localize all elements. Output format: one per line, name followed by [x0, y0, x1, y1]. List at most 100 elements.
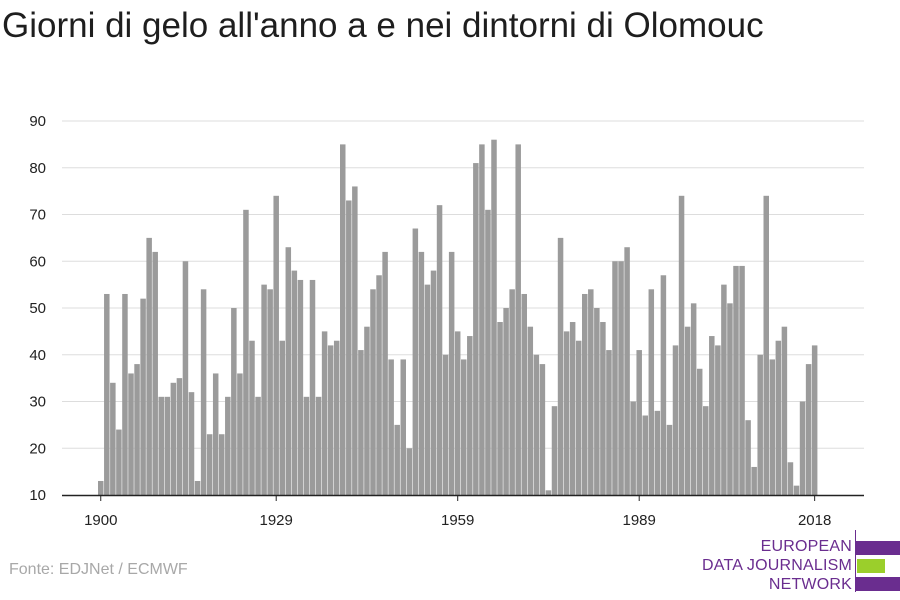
bars: [98, 139, 818, 496]
bar: [575, 340, 582, 495]
logo-bar-purple-top: [856, 541, 900, 555]
bar: [636, 350, 642, 495]
bar: [291, 270, 298, 495]
bar: [110, 382, 116, 495]
bar: [194, 480, 201, 495]
bar: [231, 308, 237, 495]
bar: [303, 396, 310, 495]
bar: [327, 345, 334, 495]
bar: [533, 354, 540, 495]
y-tick-label: 30: [29, 394, 46, 411]
logo-separator: [855, 530, 856, 592]
bar: [104, 293, 110, 495]
chart-title: Giorni di gelo all'anno a e nei dintorni…: [2, 6, 764, 45]
bar: [333, 340, 340, 495]
bar: [128, 373, 134, 495]
y-tick-label: 10: [29, 487, 46, 504]
bar: [521, 293, 527, 495]
bar: [527, 326, 534, 495]
bar: [267, 289, 273, 495]
bar: [176, 378, 183, 496]
bar: [787, 462, 794, 495]
x-tick-label: 2018: [798, 512, 831, 529]
bar: [551, 406, 558, 495]
bar: [606, 350, 612, 495]
x-tick-label: 1929: [260, 512, 293, 529]
bar: [473, 163, 479, 495]
bar: [515, 144, 521, 496]
bar: [648, 289, 655, 495]
bar: [436, 205, 443, 495]
bar: [588, 289, 594, 495]
bar: [733, 265, 739, 495]
bar: [134, 364, 140, 495]
bar: [461, 359, 467, 495]
bar: [781, 326, 788, 495]
bar: [793, 485, 800, 495]
y-tick-label: 90: [29, 113, 46, 130]
bar: [352, 186, 358, 495]
bar: [430, 270, 437, 495]
bar: [569, 322, 576, 495]
bar: [279, 340, 285, 495]
bar: [285, 247, 292, 495]
y-axis: 10 20 30 40 50 60 70 80 90: [29, 113, 46, 504]
y-tick-label: 20: [29, 440, 46, 457]
logo-bar-purple-bottom: [856, 577, 900, 591]
x-tick-label: 1900: [84, 512, 117, 529]
bar: [751, 466, 757, 495]
bar: [442, 354, 449, 495]
bar: [763, 195, 769, 496]
bar: [225, 396, 231, 495]
bar: [243, 209, 249, 495]
bar: [600, 322, 606, 495]
bar: [703, 406, 709, 495]
bar: [672, 345, 679, 495]
bar: [582, 293, 588, 495]
bar: [539, 364, 546, 495]
bar: [479, 144, 485, 496]
bar: [122, 293, 128, 495]
bar: [557, 237, 564, 496]
bar: [509, 289, 515, 495]
bar: [642, 415, 648, 495]
bar: [297, 279, 304, 495]
bar: [394, 424, 400, 496]
bar: [799, 401, 806, 495]
bar: [666, 424, 673, 496]
bar: [454, 331, 461, 496]
bar: [690, 303, 697, 495]
bar: [309, 279, 316, 495]
bar: [188, 392, 195, 495]
bar: [170, 382, 177, 495]
bar: [424, 284, 431, 496]
bar: [757, 354, 763, 495]
bar: [503, 308, 509, 495]
x-axis: 1900 1929 1959 1989 2018: [62, 494, 864, 529]
bar: [321, 331, 328, 496]
bar: [418, 251, 425, 495]
bar: [618, 261, 624, 495]
bar: [273, 195, 279, 496]
bar: [745, 420, 751, 495]
bar: [370, 289, 376, 495]
logo-line-2: DATA JOURNALISM: [702, 557, 852, 574]
bar: [594, 308, 600, 495]
bar: [485, 209, 491, 495]
bar: [805, 364, 812, 495]
logo-line-3: NETWORK: [768, 576, 852, 593]
y-tick-label: 50: [29, 300, 46, 317]
bar: [654, 410, 661, 495]
bar: [811, 345, 818, 495]
bar: [739, 265, 745, 495]
bar: [775, 340, 782, 495]
y-tick-label: 70: [29, 207, 46, 224]
bar: [164, 396, 171, 495]
bar: [158, 396, 164, 495]
bar: [146, 237, 152, 496]
bar: [630, 401, 636, 495]
bar: [358, 350, 364, 495]
bar: [116, 429, 122, 495]
bar: [497, 322, 503, 495]
